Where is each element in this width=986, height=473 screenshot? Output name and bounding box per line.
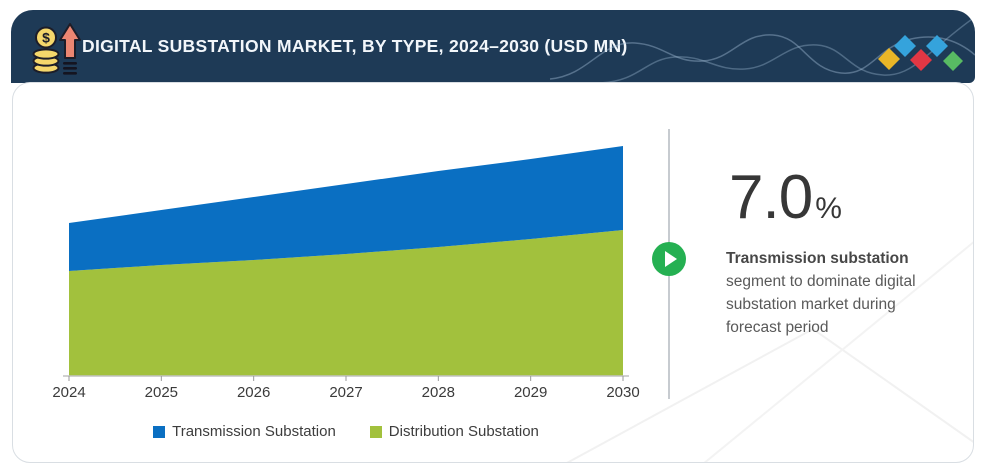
chart-legend: Transmission Substation Distribution Sub… <box>69 423 623 440</box>
cagr-percent-sign: % <box>815 192 842 225</box>
chart-card: 2024 2025 2026 2027 2028 2029 2030 Trans… <box>12 82 974 463</box>
transmission-area <box>69 146 623 271</box>
distribution-area <box>69 230 623 376</box>
legend-item-distribution: Distribution Substation <box>369 423 539 440</box>
play-icon <box>665 251 677 267</box>
logo-diamond <box>878 48 900 70</box>
x-axis-label: 2028 <box>421 384 456 401</box>
x-axis-labels: 2024 2025 2026 2027 2028 2029 2030 <box>13 384 973 404</box>
callout-line: segment to dominate digital <box>726 273 916 290</box>
legend-label: Distribution Substation <box>388 423 539 440</box>
legend-chip <box>153 425 166 438</box>
legend-item-transmission: Transmission Substation <box>153 423 336 440</box>
legend-chip <box>369 425 382 438</box>
x-axis-label: 2027 <box>329 384 363 401</box>
brand-logo <box>878 35 963 71</box>
x-axis-label: 2029 <box>513 384 548 401</box>
cagr-value: 7.0 <box>729 163 813 232</box>
cagr-stat: 7.0 % <box>729 167 842 229</box>
callout-line: substation market during <box>726 296 896 313</box>
legend-label: Transmission Substation <box>172 423 336 440</box>
logo-diamond <box>894 35 916 57</box>
callout-line: forecast period <box>726 319 829 336</box>
watermark-chevrons <box>566 241 973 462</box>
decorative-waves <box>549 16 975 83</box>
money-growth-icon: $ <box>32 23 81 75</box>
x-axis-label: 2025 <box>144 384 179 401</box>
callout-text: Transmission substation segment to domin… <box>726 247 936 339</box>
x-axis-label: 2024 <box>52 384 86 401</box>
stacked-area-chart <box>63 146 629 381</box>
logo-diamond <box>926 35 948 57</box>
logo-diamond <box>910 49 932 71</box>
svg-text:$: $ <box>42 30 50 46</box>
callout-heading: Transmission substation <box>726 250 909 267</box>
play-button[interactable] <box>652 242 686 276</box>
logo-diamond <box>943 51 963 71</box>
x-axis-label: 2030 <box>606 384 640 401</box>
page-title: DIGITAL SUBSTATION MARKET, BY TYPE, 2024… <box>82 36 628 56</box>
axis-ticks <box>68 376 624 381</box>
x-axis-label: 2026 <box>236 384 271 401</box>
header-band: $ DIGITAL SUBSTATION MARKET, BY TYPE, 20… <box>11 10 975 83</box>
